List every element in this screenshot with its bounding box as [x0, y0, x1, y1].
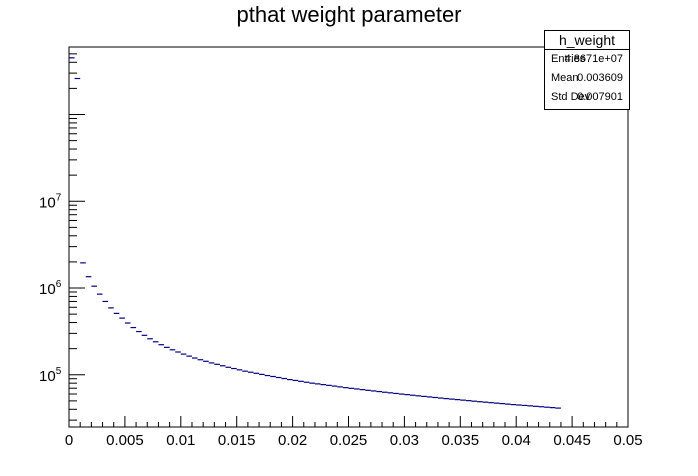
- x-tick-label: 0.05: [613, 432, 642, 449]
- stats-label: Entries: [551, 53, 586, 65]
- x-tick-label: 0.035: [442, 432, 480, 449]
- x-tick-label: 0.02: [278, 432, 307, 449]
- stats-title: h_weight: [545, 31, 629, 50]
- stats-label: Mean: [551, 72, 579, 84]
- y-tick-label: 106: [39, 279, 62, 298]
- x-tick-label: 0.025: [330, 432, 368, 449]
- stats-value: 0.007901: [577, 91, 623, 103]
- stats-value: 4.8671e+07: [564, 53, 623, 65]
- chart-title: pthat weight parameter: [236, 2, 462, 27]
- y-tick-label: 105: [39, 366, 62, 385]
- x-tick-label: 0.005: [106, 432, 144, 449]
- x-tick-label: 0.01: [166, 432, 195, 449]
- stats-box: h_weight Entries 4.8671e+07 Mean 0.00360…: [544, 30, 630, 110]
- y-tick-label: 107: [39, 192, 62, 211]
- x-tick-label: 0.045: [553, 432, 591, 449]
- x-tick-label: 0.04: [502, 432, 531, 449]
- x-tick-label: 0.015: [218, 432, 256, 449]
- stats-label: Std Dev: [551, 91, 591, 103]
- stats-value: 0.003609: [577, 72, 623, 84]
- x-tick-label: 0: [65, 432, 73, 449]
- stats-row-stddev: Std Dev 0.007901: [545, 88, 629, 107]
- stats-row-entries: Entries 4.8671e+07: [545, 50, 629, 69]
- stats-row-mean: Mean 0.003609: [545, 69, 629, 88]
- x-tick-label: 0.03: [390, 432, 419, 449]
